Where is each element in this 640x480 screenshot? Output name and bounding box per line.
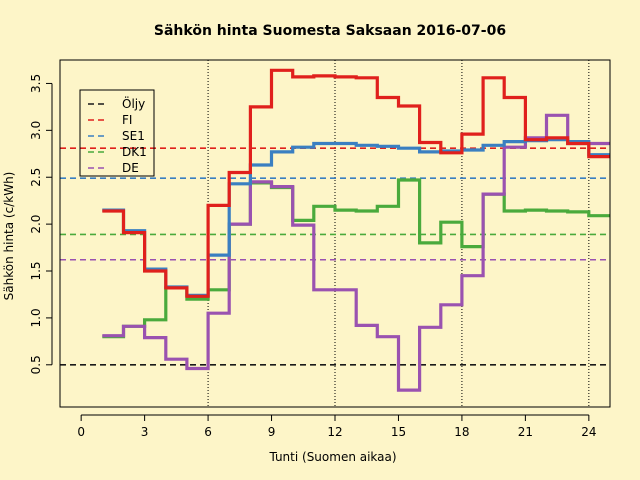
chart-title: Sähkön hinta Suomesta Saksaan 2016-07-06 xyxy=(154,23,506,39)
x-tick-label-18: 18 xyxy=(454,425,469,439)
grid-layer xyxy=(207,60,590,407)
x-tick-label-12: 12 xyxy=(327,425,342,439)
series-line-se1 xyxy=(102,138,610,297)
y-tick-label-0.5: 0.5 xyxy=(29,355,43,374)
legend-label-öljy: Öljy xyxy=(122,95,145,111)
plot-frame xyxy=(59,59,611,408)
series-line-fi xyxy=(102,68,610,298)
y-axis-label: Sähkön hinta (c/kWh) xyxy=(2,172,16,301)
y-tick-label-3: 3.0 xyxy=(29,121,43,140)
x-tick-label-3: 3 xyxy=(141,425,149,439)
reference-lines xyxy=(60,147,610,366)
legend-label-se1: SE1 xyxy=(122,129,145,143)
axis-layer: 0 3 6 9 12 15 18 21 24 0.5 1.0 1.5 2.0 2.5 3.0 3.5 xyxy=(29,74,596,439)
x-tick-label-6: 6 xyxy=(204,425,212,439)
legend-label-de: DE xyxy=(122,161,139,175)
y-tick-label-2.5: 2.5 xyxy=(29,168,43,187)
x-tick-label-24: 24 xyxy=(581,425,596,439)
legend-label-fi: FI xyxy=(122,113,132,127)
x-axis-label: Tunti (Suomen aikaa) xyxy=(268,450,396,464)
x-tick-label-21: 21 xyxy=(518,425,533,439)
y-tick-label-3.5: 3.5 xyxy=(29,74,43,93)
y-tick-label-1: 1.0 xyxy=(29,308,43,327)
y-tick-label-1.5: 1.5 xyxy=(29,261,43,280)
series-layer xyxy=(102,68,610,392)
x-tick-label-0: 0 xyxy=(77,425,85,439)
x-tick-label-9: 9 xyxy=(268,425,276,439)
series-line-de xyxy=(102,113,610,392)
legend-box xyxy=(79,89,155,177)
legend: Öljy FI SE1 DK1 DE xyxy=(79,89,155,177)
legend-label-dk1: DK1 xyxy=(122,145,147,159)
x-tick-label-15: 15 xyxy=(391,425,406,439)
y-tick-label-2: 2.0 xyxy=(29,215,43,234)
